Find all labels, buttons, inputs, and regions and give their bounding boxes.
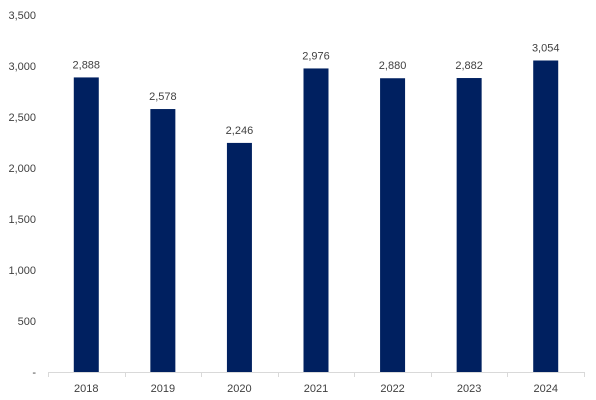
bar (380, 78, 406, 373)
x-tick-label: 2024 (533, 383, 557, 395)
bar (456, 78, 482, 372)
x-axis-tick-marks (48, 372, 585, 377)
x-tick-label: 2018 (74, 383, 98, 395)
x-tick-label: 2022 (380, 383, 404, 395)
y-tick-label: 1,500 (8, 214, 36, 226)
y-tick-label: 500 (18, 316, 36, 328)
y-tick-label: 3,500 (8, 10, 36, 22)
bar (226, 142, 252, 372)
x-tick-label: 2023 (457, 383, 481, 395)
y-tick-label: 2,500 (8, 112, 36, 124)
data-label: 2,578 (149, 91, 177, 103)
bar (150, 109, 176, 372)
y-axis-tick-labels: - 500 1,000 1,500 2,000 2,500 3,000 3,500 (8, 10, 36, 379)
bar (303, 68, 329, 372)
data-label: 2,880 (379, 60, 407, 72)
data-label: 2,246 (226, 125, 254, 137)
data-label: 2,888 (73, 59, 101, 71)
y-tick-label: - (32, 367, 36, 379)
y-tick-label: 3,000 (8, 61, 36, 73)
data-label: 2,882 (455, 60, 483, 72)
bar (533, 60, 559, 372)
data-label: 3,054 (532, 42, 560, 54)
x-tick-label: 2019 (151, 383, 175, 395)
y-tick-label: 1,000 (8, 265, 36, 277)
data-labels: 2,888 2,578 2,246 2,976 2,880 2,882 3,054 (73, 42, 560, 136)
y-tick-label: 2,000 (8, 163, 36, 175)
bars (73, 60, 559, 373)
x-tick-label: 2021 (304, 383, 328, 395)
x-axis-tick-labels: 2018 2019 2020 2021 2022 2023 2024 (74, 383, 558, 395)
x-tick-label: 2020 (227, 383, 251, 395)
bar (73, 77, 99, 372)
data-label: 2,976 (302, 50, 330, 62)
